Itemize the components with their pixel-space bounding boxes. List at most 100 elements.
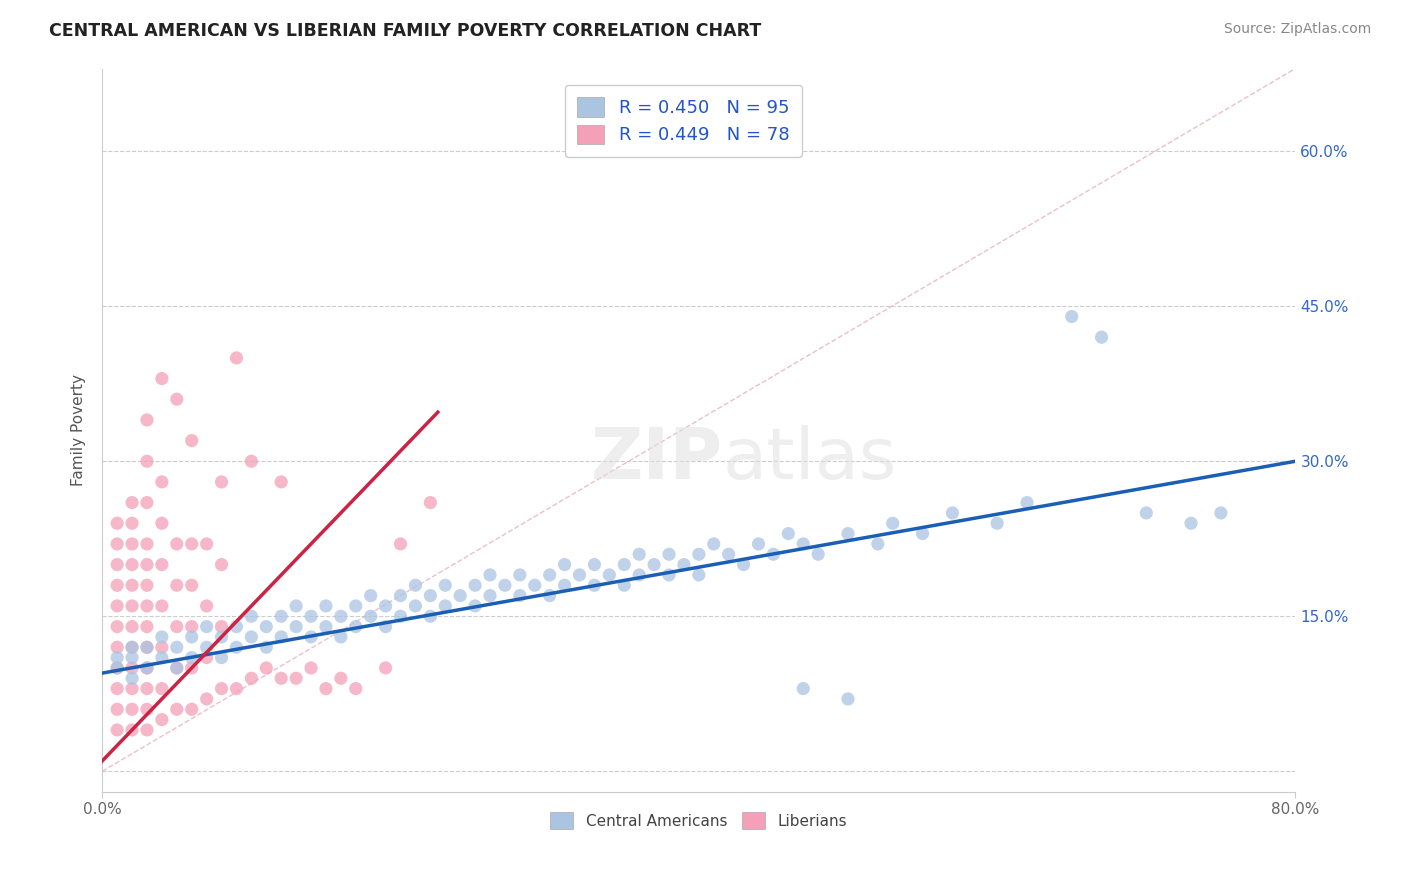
Point [986, 516, 1008, 531]
Point [1135, 506, 1157, 520]
Point [254, 619, 277, 633]
Point [136, 661, 159, 675]
Point [643, 558, 665, 572]
Point [270, 475, 292, 489]
Point [150, 475, 173, 489]
Point [658, 547, 681, 561]
Point [180, 434, 202, 448]
Point [121, 723, 143, 737]
Point [479, 568, 502, 582]
Point [315, 681, 337, 696]
Point [136, 599, 159, 613]
Point [136, 578, 159, 592]
Point [374, 619, 396, 633]
Point [105, 619, 128, 633]
Point [360, 589, 382, 603]
Point [419, 495, 441, 509]
Point [523, 578, 546, 592]
Point [240, 609, 263, 624]
Point [166, 661, 188, 675]
Point [374, 661, 396, 675]
Text: ZIP: ZIP [591, 425, 723, 493]
Point [882, 516, 904, 531]
Point [270, 671, 292, 685]
Point [747, 537, 769, 551]
Point [136, 681, 159, 696]
Point [270, 609, 292, 624]
Point [105, 640, 128, 655]
Point [1209, 506, 1232, 520]
Point [613, 558, 636, 572]
Point [299, 630, 322, 644]
Point [211, 619, 233, 633]
Point [211, 475, 233, 489]
Point [121, 640, 143, 655]
Point [195, 640, 218, 655]
Point [792, 537, 814, 551]
Point [583, 558, 606, 572]
Point [195, 650, 218, 665]
Point [150, 558, 173, 572]
Point [121, 599, 143, 613]
Point [419, 589, 441, 603]
Text: atlas: atlas [723, 425, 897, 493]
Point [778, 526, 800, 541]
Point [105, 661, 128, 675]
Point [225, 619, 247, 633]
Point [285, 619, 308, 633]
Point [792, 681, 814, 696]
Point [105, 537, 128, 551]
Point [180, 630, 202, 644]
Point [703, 537, 725, 551]
Point [225, 351, 247, 365]
Point [136, 640, 159, 655]
Point [195, 599, 218, 613]
Point [733, 558, 755, 572]
Point [121, 537, 143, 551]
Point [211, 630, 233, 644]
Text: CENTRAL AMERICAN VS LIBERIAN FAMILY POVERTY CORRELATION CHART: CENTRAL AMERICAN VS LIBERIAN FAMILY POVE… [49, 22, 762, 40]
Point [136, 558, 159, 572]
Point [136, 495, 159, 509]
Legend: Central Americans, Liberians: Central Americans, Liberians [544, 806, 853, 835]
Point [628, 547, 651, 561]
Point [389, 537, 412, 551]
Point [672, 558, 695, 572]
Point [150, 681, 173, 696]
Point [121, 578, 143, 592]
Point [688, 568, 710, 582]
Point [329, 630, 352, 644]
Point [121, 619, 143, 633]
Point [195, 537, 218, 551]
Point [136, 454, 159, 468]
Point [762, 547, 785, 561]
Point [211, 681, 233, 696]
Point [180, 702, 202, 716]
Point [180, 661, 202, 675]
Point [613, 578, 636, 592]
Point [150, 371, 173, 385]
Point [105, 681, 128, 696]
Point [121, 671, 143, 685]
Point [419, 609, 441, 624]
Point [150, 630, 173, 644]
Point [1060, 310, 1083, 324]
Point [628, 568, 651, 582]
Point [195, 692, 218, 706]
Point [837, 692, 859, 706]
Point [105, 516, 128, 531]
Point [568, 568, 591, 582]
Point [434, 578, 457, 592]
Point [136, 723, 159, 737]
Point [299, 609, 322, 624]
Point [598, 568, 620, 582]
Point [494, 578, 516, 592]
Point [538, 568, 561, 582]
Point [166, 702, 188, 716]
Point [538, 589, 561, 603]
Point [344, 599, 367, 613]
Point [464, 578, 486, 592]
Point [254, 640, 277, 655]
Point [554, 558, 576, 572]
Point [105, 702, 128, 716]
